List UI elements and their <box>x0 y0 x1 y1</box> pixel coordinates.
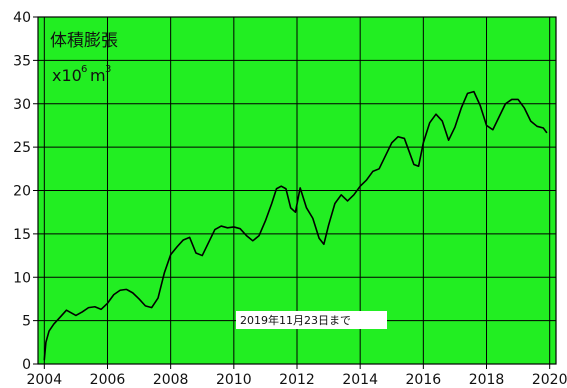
unit-exponent: 6 <box>81 64 87 75</box>
x-tick-label: 2016 <box>406 372 442 388</box>
unit-symbol: m <box>90 66 106 85</box>
y-tick-label: 40 <box>13 10 31 26</box>
annotation-background <box>236 311 387 329</box>
x-tick-label: 2018 <box>469 372 505 388</box>
y-tick-label: 10 <box>13 270 31 286</box>
y-axis: 0 5 10 15 20 25 30 35 40 <box>13 10 38 373</box>
annotation-text: 2019年11月23日まで <box>240 313 351 327</box>
overlay-label: 体積膨張 <box>50 31 118 51</box>
y-tick-label: 30 <box>13 97 31 113</box>
x-tick-label: 2006 <box>90 372 126 388</box>
y-tick-label: 5 <box>22 314 31 330</box>
volume-series-line <box>43 90 548 361</box>
x-tick-label: 2010 <box>216 372 252 388</box>
unit-base: x10 <box>52 66 82 85</box>
x-tick-label: 2008 <box>153 372 189 388</box>
unit-symbol-exponent: 3 <box>105 64 111 75</box>
plot-frame <box>37 16 557 365</box>
y-tick-label: 0 <box>22 357 31 373</box>
y-tick-label: 20 <box>13 184 31 200</box>
x-tick-label: 2004 <box>26 372 62 388</box>
y-tick-label: 25 <box>13 140 31 156</box>
x-tick-label: 2012 <box>279 372 315 388</box>
y-tick-label: 15 <box>13 227 31 243</box>
y-tick-label: 35 <box>13 53 31 69</box>
annotation: 2019年11月23日まで <box>236 311 387 329</box>
x-tick-label: 2020 <box>532 372 567 388</box>
x-tick-label: 2014 <box>342 372 378 388</box>
unit-label: x10 6 m 3 <box>52 64 111 85</box>
x-axis: 2004 2006 2008 2010 2012 2014 2016 2018 2020 <box>26 364 567 388</box>
